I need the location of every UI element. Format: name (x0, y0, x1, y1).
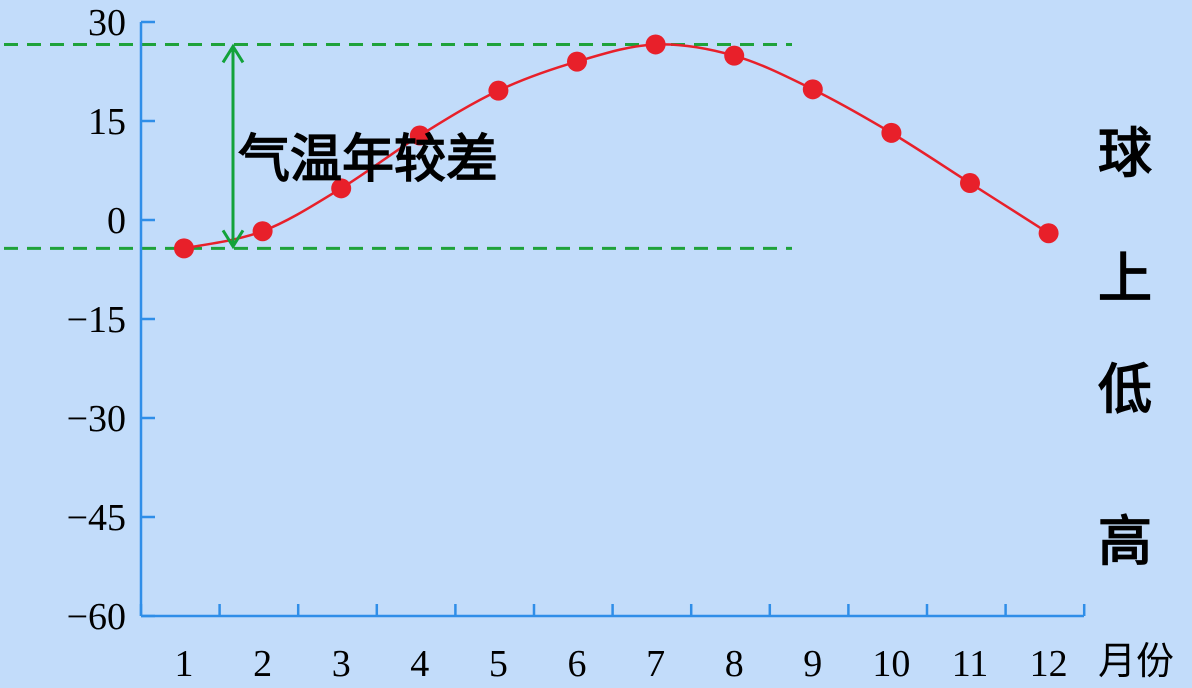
y-tick-label: −30 (67, 398, 126, 440)
x-axis-label: 月份 (1098, 641, 1174, 683)
data-point (881, 122, 902, 143)
arrow-head-up (221, 43, 245, 64)
y-tick-label: −15 (67, 299, 126, 341)
x-tick-label: 7 (646, 643, 665, 685)
y-tick-label: −45 (67, 497, 126, 539)
side-text-line: 球 (1098, 122, 1153, 185)
data-point (960, 173, 980, 194)
data-point (802, 79, 823, 100)
data-point (645, 34, 666, 55)
annual-range-label: 气温年较差 (238, 130, 498, 190)
x-tick-label: 8 (725, 643, 744, 685)
data-point (409, 125, 430, 146)
x-tick-label: 6 (568, 643, 587, 685)
x-tick-label: 4 (410, 643, 429, 685)
data-point (1038, 223, 1059, 244)
side-text-line: 低 (1098, 358, 1152, 421)
side-text-line: 高 (1098, 510, 1152, 573)
data-point (724, 45, 745, 66)
x-tick-label: 1 (175, 643, 194, 685)
x-tick-label: 11 (952, 643, 989, 685)
x-tick-label: 5 (489, 643, 508, 685)
x-tick-label: 3 (332, 643, 351, 685)
x-tick-label: 12 (1030, 643, 1068, 685)
side-text-line: 上 (1098, 247, 1152, 310)
y-tick-label: 15 (88, 101, 126, 143)
y-tick-label: −60 (67, 596, 126, 638)
data-point (174, 238, 194, 259)
data-point (331, 178, 352, 199)
x-tick-label: 2 (253, 643, 272, 685)
x-tick-label: 10 (872, 643, 910, 685)
x-tick-label: 9 (803, 643, 822, 685)
data-point (567, 51, 587, 72)
data-point (252, 221, 273, 242)
y-tick-label: 30 (88, 2, 126, 44)
y-tick-label: 0 (107, 200, 126, 242)
data-point (488, 80, 509, 101)
arrow-head-down (221, 229, 245, 250)
